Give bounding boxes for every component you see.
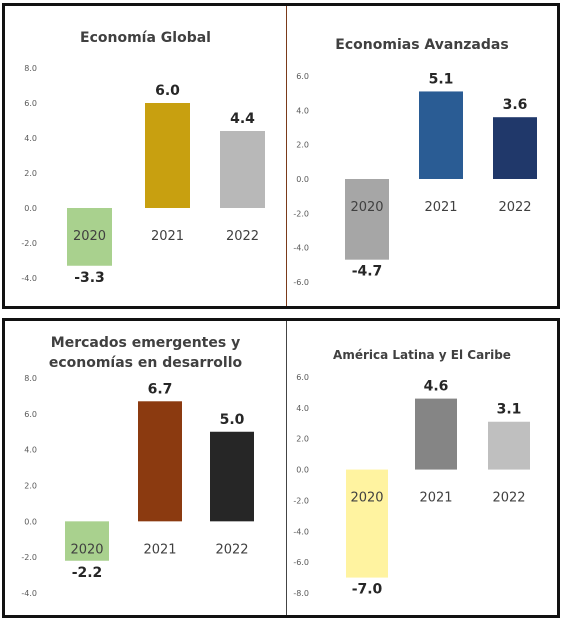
bar-2022 (488, 421, 530, 470)
data-label: 5.1 (429, 71, 454, 87)
y-tick-label: 0.0 (24, 204, 37, 213)
bar-2020 (67, 208, 112, 266)
y-tick-label: 6.0 (24, 410, 37, 419)
y-tick-label: 6.0 (296, 373, 309, 382)
x-tick-label: 2022 (226, 229, 259, 244)
y-tick-label: 8.0 (24, 64, 37, 73)
data-label: -3.3 (74, 270, 105, 286)
y-tick-label: -4.0 (293, 244, 309, 253)
panel-divider (286, 321, 287, 615)
y-tick-label: 8.0 (24, 374, 37, 383)
y-tick-label: 4.0 (24, 446, 37, 455)
data-label: 3.1 (497, 402, 522, 418)
y-tick-label: 4.0 (296, 404, 309, 413)
y-tick-label: -2.0 (293, 496, 309, 505)
data-label: -4.7 (352, 264, 383, 280)
y-tick-label: -2.0 (293, 209, 309, 218)
x-tick-label: 2021 (424, 200, 457, 215)
x-tick-label: 2022 (498, 200, 531, 215)
y-tick-label: 4.0 (24, 134, 37, 143)
y-tick-label: -6.0 (293, 278, 309, 287)
x-tick-label: 2022 (492, 491, 525, 506)
chart-title: Mercados emergentes y economías en desar… (48, 335, 243, 371)
y-tick-label: -4.0 (21, 274, 37, 283)
bar-2021 (419, 91, 463, 179)
y-tick-label: 2.0 (24, 169, 37, 178)
x-tick-label: 2022 (215, 542, 248, 557)
bar-2021 (138, 401, 182, 522)
data-label: 3.6 (503, 97, 528, 113)
bar-2020 (65, 521, 109, 561)
y-tick-label: 6.0 (296, 72, 309, 81)
y-tick-label: 2.0 (24, 482, 37, 491)
chart-panel-economia-global: Economía Global 8.0 6.0 4.0 2.0 0.0 -2.0 -4.0 -… (5, 6, 286, 306)
y-tick-label: 0.0 (296, 175, 309, 184)
data-label: 6.7 (148, 381, 173, 397)
x-tick-label: 2020 (73, 229, 106, 244)
bar-2022 (210, 431, 254, 522)
y-tick-label: 2.0 (296, 141, 309, 150)
data-label: -2.2 (72, 565, 103, 581)
data-label: 5.0 (220, 412, 245, 428)
bottom-frame: Mercados emergentes y economías en desar… (2, 318, 560, 618)
data-label: 4.6 (424, 379, 449, 395)
y-tick-label: -4.0 (21, 589, 37, 598)
y-tick-label: -8.0 (293, 589, 309, 598)
x-tick-label: 2020 (350, 491, 383, 506)
data-label: 4.4 (230, 111, 255, 127)
chart-panel-america-latina: América Latina y El Caribe 6.0 4.0 2.0 0.0 -… (287, 321, 557, 615)
chart-america-latina: 6.0 4.0 2.0 0.0 -2.0 -4.0 -6.0 -8.0 -7.0 2020 4.6 2… (293, 373, 530, 598)
bar-2022 (493, 117, 537, 179)
y-tick-label: -2.0 (21, 553, 37, 562)
y-tick-label: 2.0 (296, 435, 309, 444)
chart-title: América Latina y El Caribe (333, 348, 511, 362)
x-tick-label: 2020 (70, 542, 103, 557)
y-tick-label: 0.0 (296, 466, 309, 475)
panel-divider (286, 6, 287, 306)
y-tick-label: 6.0 (24, 99, 37, 108)
data-label: -7.0 (352, 582, 383, 598)
x-tick-label: 2020 (350, 200, 383, 215)
bar-2021 (145, 103, 190, 208)
y-tick-label: -2.0 (21, 239, 37, 248)
chart-title: Economias Avanzadas (335, 37, 509, 53)
chart-economia-global: 8.0 6.0 4.0 2.0 0.0 -2.0 -4.0 -3.3 2020 6.0 2021 4.… (21, 64, 265, 286)
y-tick-label: -4.0 (293, 527, 309, 536)
y-tick-label: -6.0 (293, 558, 309, 567)
chart-panel-economias-avanzadas: Economias Avanzadas 6.0 4.0 2.0 0.0 -2.0 -4.0… (287, 6, 557, 306)
x-tick-label: 2021 (419, 491, 452, 506)
bar-2020 (346, 469, 388, 578)
y-tick-label: 0.0 (24, 517, 37, 526)
chart-economias-avanzadas: 6.0 4.0 2.0 0.0 -2.0 -4.0 -6.0 -4.7 2020 5.1 2021 3… (293, 71, 537, 287)
bar-2020 (345, 179, 389, 260)
data-label: 6.0 (155, 83, 180, 99)
top-frame: Economía Global 8.0 6.0 4.0 2.0 0.0 -2.0 -4.0 -… (2, 3, 560, 309)
bar-2021 (415, 398, 457, 470)
y-tick-label: 4.0 (296, 106, 309, 115)
x-tick-label: 2021 (143, 542, 176, 557)
x-tick-label: 2021 (151, 229, 184, 244)
chart-panel-mercados-emergentes: Mercados emergentes y economías en desar… (5, 321, 286, 615)
chart-mercados-emergentes: 8.0 6.0 4.0 2.0 0.0 -2.0 -4.0 -2.2 2020 6.7 2021 5.… (21, 374, 254, 598)
bar-2022 (220, 131, 265, 208)
chart-title: Economía Global (80, 30, 211, 46)
